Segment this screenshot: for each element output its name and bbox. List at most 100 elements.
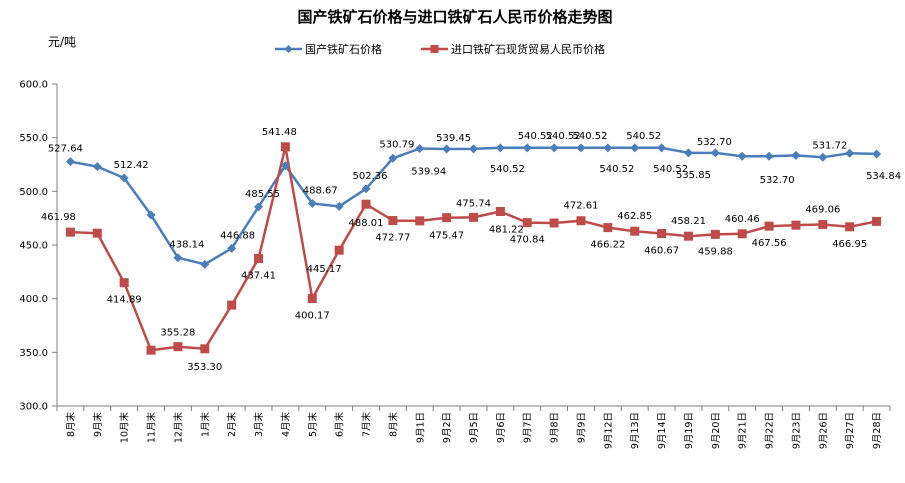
domestic-price-point	[388, 153, 398, 163]
imported-price-point	[442, 213, 452, 223]
imported-price-point	[872, 216, 882, 226]
domestic-data-label: 532.70	[697, 137, 732, 148]
domestic-price-point	[764, 151, 774, 161]
y-axis-unit-label: 元/吨	[48, 35, 76, 49]
imported-price-point	[65, 227, 75, 237]
y-tick-label: 400.0	[19, 294, 48, 305]
domestic-price-point	[334, 201, 344, 211]
domestic-data-label: 534.84	[866, 171, 901, 182]
y-tick-label: 600.0	[19, 80, 48, 91]
legend: 国产铁矿石价格 进口铁矿石现货贸易人民币价格	[275, 42, 605, 56]
imported-data-label: 400.17	[295, 310, 330, 321]
imported-price-point	[845, 222, 855, 232]
imported-data-label: 437.41	[241, 271, 276, 282]
y-tick-label: 300.0	[19, 402, 48, 413]
domestic-data-label: 539.45	[436, 133, 471, 144]
imported-price-point	[280, 142, 290, 152]
imported-price-point	[764, 221, 774, 231]
domestic-data-label: 540.52	[490, 164, 525, 175]
imported-data-label: 475.74	[456, 198, 491, 209]
imported-price-point	[227, 300, 237, 310]
imported-price-point	[791, 220, 801, 230]
imported-data-label: 541.48	[262, 127, 297, 138]
domestic-price-point	[119, 173, 129, 183]
domestic-price-point	[603, 143, 613, 153]
domestic-data-label: 540.52	[518, 131, 553, 142]
domestic-price-point	[791, 150, 801, 160]
legend-marker-imported	[430, 45, 439, 53]
domestic-price-point	[495, 143, 505, 153]
imported-price-point	[415, 216, 425, 226]
domestic-price-point	[683, 148, 693, 158]
x-tick-label: 4月末	[280, 412, 292, 438]
x-tick-label: 12月末	[172, 412, 184, 444]
domestic-price-point	[576, 143, 586, 153]
legend-label-imported: 进口铁矿石现货贸易人民币价格	[451, 42, 605, 56]
imported-price-point	[657, 229, 667, 239]
imported-data-label: 445.17	[307, 264, 342, 275]
chart-title: 国产铁矿石价格与进口铁矿石人民币价格走势图	[297, 8, 612, 26]
imported-price-point	[818, 220, 828, 230]
x-tick-label: 5月末	[307, 412, 319, 438]
x-tick-label: 9月27日	[845, 412, 856, 449]
x-tick-label: 9月7日	[523, 412, 534, 443]
imported-price-point	[737, 229, 747, 239]
imported-price-point	[710, 229, 720, 239]
x-tick-label: 9月9日	[576, 412, 587, 443]
imported-price-point	[388, 216, 398, 226]
domestic-price-point	[361, 184, 371, 194]
imported-price-point	[495, 206, 505, 216]
imported-data-label: 467.56	[752, 238, 787, 249]
domestic-data-label: 531.72	[812, 140, 847, 151]
series-markers	[65, 142, 882, 355]
imported-data-label: 488.01	[349, 218, 384, 229]
imported-price-point	[146, 345, 156, 355]
imported-price-point	[630, 226, 640, 236]
y-tick-label: 350.0	[19, 348, 48, 359]
imported-price-point	[200, 344, 210, 354]
imported-price-point	[334, 245, 344, 255]
domestic-price-point	[173, 253, 183, 263]
domestic-data-label: 438.14	[169, 240, 204, 251]
domestic-price-point	[549, 143, 559, 153]
domestic-data-label: 502.36	[353, 171, 388, 182]
x-tick-label: 9月14日	[657, 412, 668, 449]
imported-price-point	[254, 254, 264, 264]
x-tick-label: 9月末	[92, 412, 104, 438]
domestic-price-point	[442, 144, 452, 154]
imported-data-label: 472.61	[563, 201, 598, 212]
x-tick-label: 9月20日	[711, 412, 722, 449]
x-tick-label: 8月末	[65, 412, 77, 438]
domestic-price-point	[415, 143, 425, 153]
domestic-price-point	[522, 143, 532, 153]
domestic-data-label: 535.85	[676, 170, 711, 181]
domestic-data-label: 540.52	[626, 131, 661, 142]
imported-price-point	[603, 223, 613, 233]
imported-price-point	[361, 199, 371, 209]
x-tick-label: 9月26日	[818, 412, 829, 449]
imported-price-point	[683, 231, 693, 241]
x-tick-label: 11月末	[146, 412, 158, 444]
domestic-price-point	[845, 148, 855, 158]
imported-data-label: 459.88	[698, 246, 733, 257]
x-tick-label: 9月23日	[791, 412, 802, 449]
domestic-price-point	[280, 161, 290, 171]
legend-marker-domestic	[284, 45, 293, 53]
domestic-data-label: 540.52	[572, 131, 607, 142]
imported-data-label: 481.22	[489, 224, 524, 235]
x-axis-ticks: 8月末 9月末 10月末 11月末 12月末 1月末 2月末 3月末 4月末 5月末 6月末 7月末 8…	[56, 406, 891, 449]
x-tick-label: 9月8日	[550, 412, 561, 443]
domestic-price-point	[469, 144, 478, 154]
x-tick-label: 9月21日	[738, 412, 749, 449]
domestic-price-point	[307, 198, 317, 208]
x-tick-label: 9月5日	[469, 412, 480, 443]
y-tick-label: 550.0	[19, 133, 48, 144]
x-tick-label: 9月19日	[684, 412, 695, 449]
domestic-data-label: 488.67	[303, 185, 338, 196]
x-tick-label: 9月6日	[496, 412, 507, 443]
domestic-data-label: 540.52	[546, 131, 581, 142]
domestic-data-label: 446.88	[220, 230, 255, 241]
imported-data-label: 470.84	[510, 235, 545, 246]
domestic-data-label: 539.94	[411, 166, 446, 177]
